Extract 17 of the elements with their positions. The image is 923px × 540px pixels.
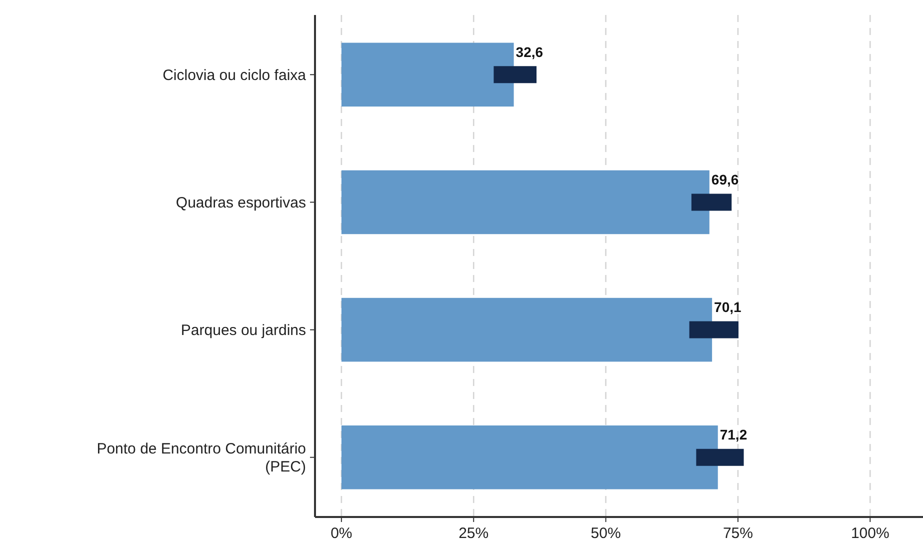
data-label: 70,1 <box>714 298 742 315</box>
bar <box>341 170 710 234</box>
y-tick-label: Quadras esportivas <box>176 194 306 212</box>
x-tick-label: 100% <box>850 524 890 540</box>
y-tick-label: Ciclovia ou ciclo faixa <box>162 66 307 84</box>
bar <box>341 425 718 490</box>
data-label: 69,6 <box>711 171 739 188</box>
y-tick-label: Ponto de Encontro Comunitário (PEC) <box>96 440 306 476</box>
x-tick-label: 75% <box>722 524 753 540</box>
data-label: 71,2 <box>720 426 748 442</box>
x-tick-label: 50% <box>590 524 621 540</box>
y-tick-label: Parques ou jardins <box>180 322 306 340</box>
bar <box>341 298 712 362</box>
x-tick-label: 25% <box>458 524 489 540</box>
x-tick-label: 0% <box>330 524 352 540</box>
data-label: 32,6 <box>516 44 544 60</box>
bar <box>341 42 514 107</box>
